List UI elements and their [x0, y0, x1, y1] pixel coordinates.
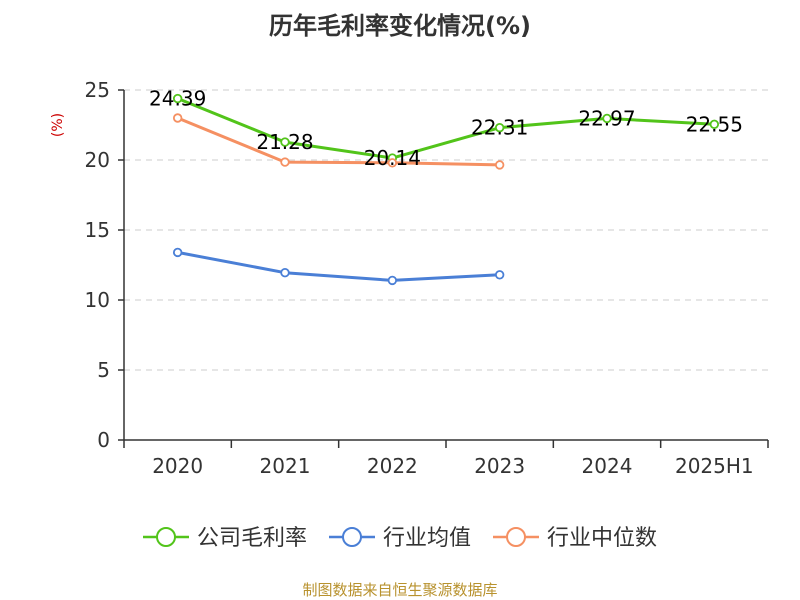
data-point [494, 122, 505, 133]
data-point [602, 113, 612, 124]
data-label: 22.97 [578, 106, 635, 130]
data-label: 22.31 [471, 116, 528, 140]
data-point [494, 160, 505, 170]
y-tick-label: 25 [85, 78, 110, 102]
y-axis-unit: (%) [50, 113, 66, 137]
series-line-2 [176, 250, 502, 282]
series-line-3 [176, 116, 502, 167]
y-tick-label: 5 [97, 358, 110, 382]
x-tick-label: 2023 [474, 454, 525, 478]
data-label: 24.39 [149, 87, 206, 111]
y-tick-label: 0 [97, 428, 110, 452]
legend-item-2[interactable]: 行业均值 [329, 526, 471, 551]
series-lines [172, 93, 720, 286]
data-point [387, 275, 398, 286]
data-point [280, 137, 290, 147]
data-labels: 24.39 21.28 20.14 22.31 22.97 22.55 [149, 87, 743, 170]
data-point [387, 158, 398, 168]
legend-marker [156, 527, 176, 547]
data-point [172, 93, 183, 104]
data-label: 22.55 [686, 112, 743, 136]
legend-marker [506, 527, 526, 547]
data-point [280, 157, 290, 167]
data-point [709, 119, 720, 129]
data-point [280, 268, 290, 278]
legend[interactable]: 公司毛利率 行业均值 行业中位数 [143, 526, 657, 551]
data-label: 20.14 [364, 146, 421, 170]
source-note: 制图数据来自恒生聚源数据库 [302, 581, 497, 599]
data-point [494, 270, 505, 280]
grid-lines [124, 89, 768, 371]
x-tick-label: 2022 [367, 454, 418, 478]
chart-title: 历年毛利率变化情况(%) [269, 12, 531, 40]
legend-label: 行业中位数 [547, 526, 657, 551]
y-tick-label: 10 [85, 288, 110, 312]
axes: 0 5 10 15 20 25 2020 2021 2022 2023 2024 2025H1 [85, 78, 769, 478]
x-tick-label: 2024 [582, 454, 633, 478]
y-tick-label: 20 [85, 148, 110, 172]
series-line-1 [176, 97, 716, 160]
data-point [172, 113, 183, 123]
legend-label: 公司毛利率 [197, 526, 307, 551]
legend-item-1[interactable]: 公司毛利率 [143, 526, 307, 551]
x-tick-label: 2020 [152, 454, 203, 478]
x-tick-label: 2025H1 [675, 454, 754, 478]
legend-label: 行业均值 [383, 526, 471, 551]
y-tick-label: 15 [85, 218, 110, 242]
data-point [172, 247, 183, 258]
x-tick-label: 2021 [260, 454, 311, 478]
data-label: 21.28 [256, 130, 313, 154]
legend-item-3[interactable]: 行业中位数 [493, 526, 657, 551]
legend-marker [342, 527, 362, 547]
